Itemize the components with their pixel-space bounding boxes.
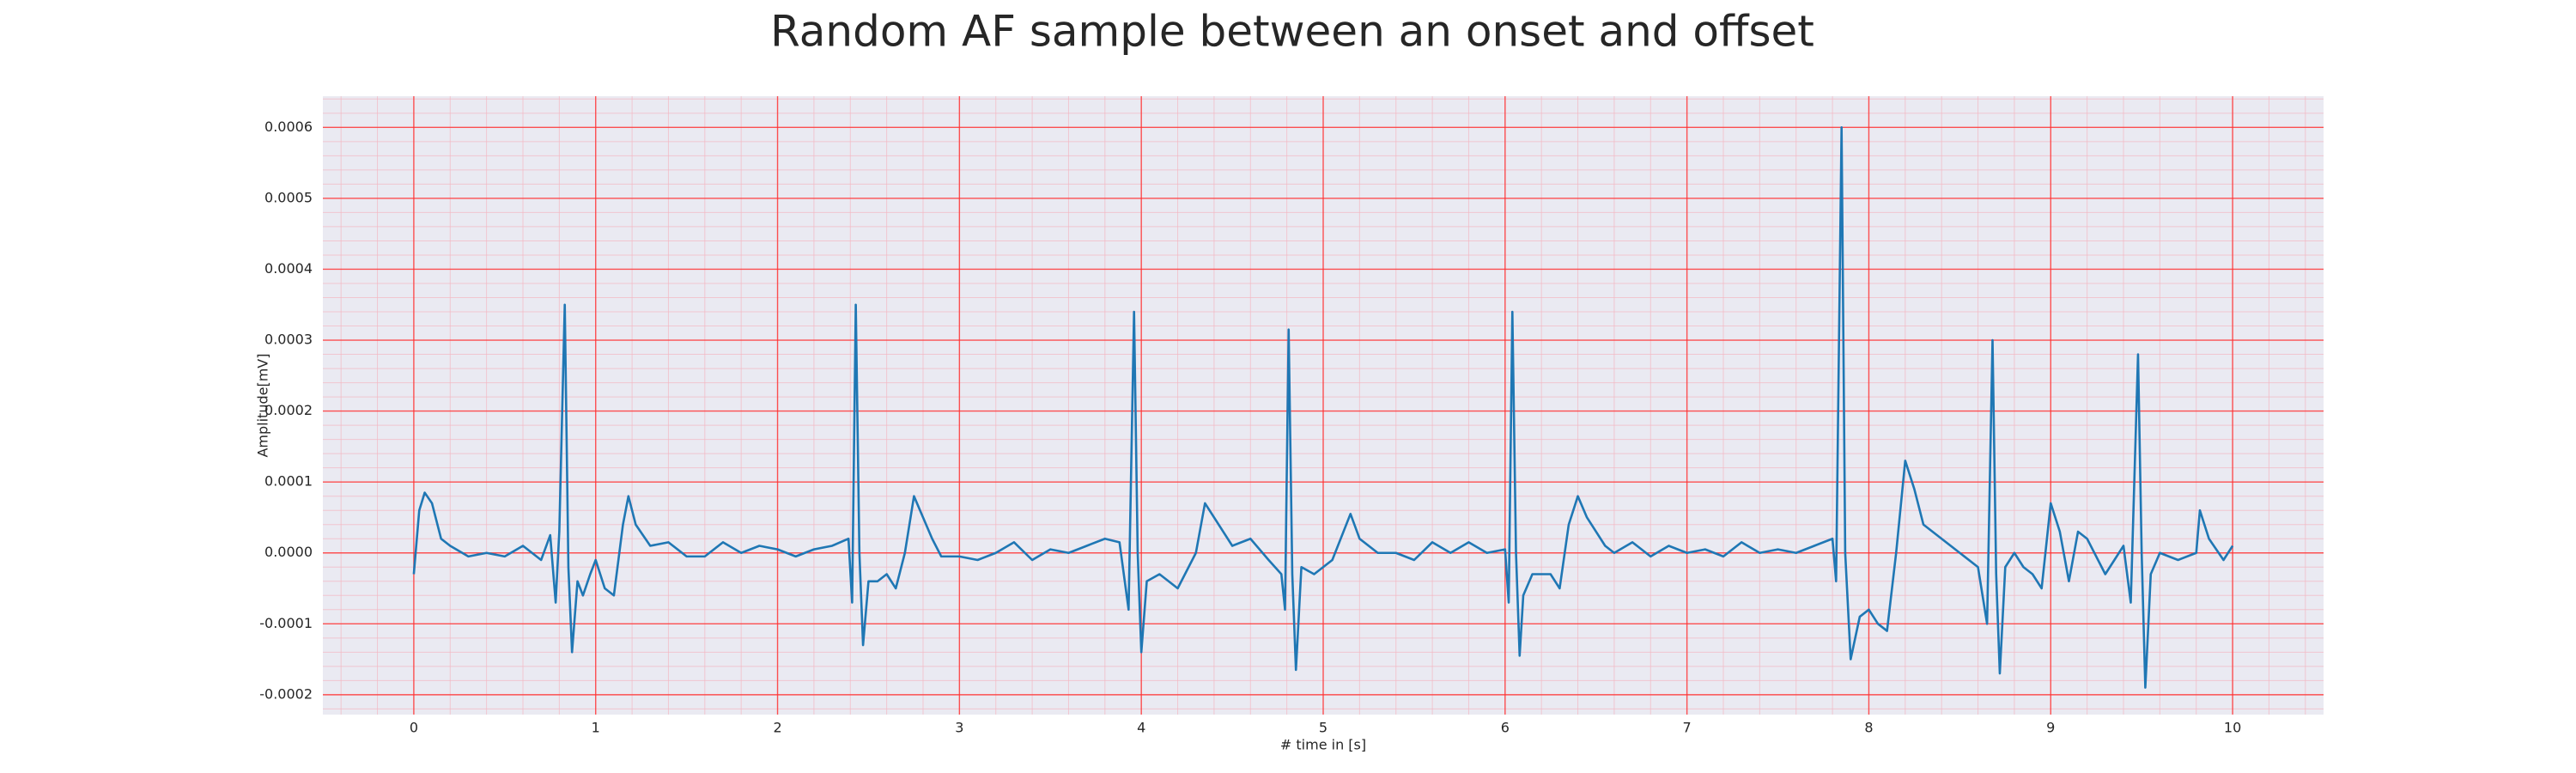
x-tick-label: 9 [2046, 720, 2055, 736]
tick-labels: 0 1 2 3 4 5 6 7 8 9 10 -0.0002 -0.0001 0.0000 0.0001 0.… [259, 119, 2241, 736]
x-tick-label: 7 [1683, 720, 1692, 736]
y-tick-label: 0.0006 [264, 119, 313, 135]
x-axis-label: # time in [s] [1280, 737, 1366, 753]
x-tick-label: 8 [1864, 720, 1873, 736]
y-tick-label: -0.0002 [259, 685, 313, 702]
x-tick-label: 10 [2224, 720, 2241, 736]
x-tick-label: 2 [773, 720, 781, 736]
y-tick-label: 0.0002 [264, 402, 313, 418]
y-tick-label: 0.0005 [264, 189, 313, 205]
ecg-line [412, 126, 2234, 689]
y-tick-label: 0.0004 [264, 260, 313, 277]
chart-title: Random AF sample between an onset and of… [770, 7, 1814, 57]
x-tick-label: 4 [1137, 720, 1145, 736]
x-tick-label: 0 [410, 720, 418, 736]
y-tick-label: -0.0001 [259, 615, 313, 631]
y-axis-label: Amplitude[mV] [255, 353, 271, 457]
grid [323, 96, 2324, 715]
y-tick-label: 0.0001 [264, 473, 313, 490]
x-tick-label: 6 [1501, 720, 1510, 736]
x-tick-label: 5 [1319, 720, 1327, 736]
x-tick-label: 1 [592, 720, 600, 736]
series [412, 126, 2234, 689]
x-tick-label: 3 [955, 720, 963, 736]
y-tick-label: 0.0000 [264, 544, 313, 560]
y-tick-label: 0.0003 [264, 332, 313, 348]
